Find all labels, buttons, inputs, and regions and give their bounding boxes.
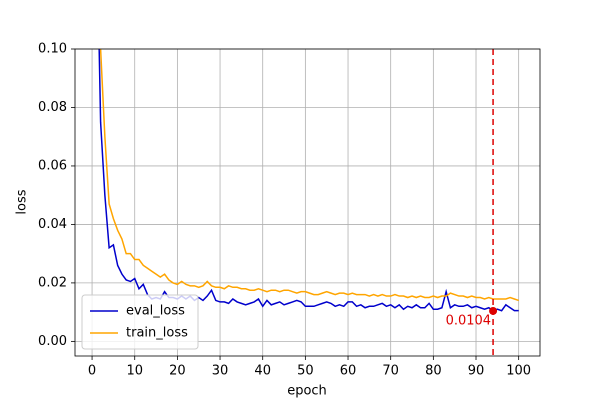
x-tick-label: 60 (340, 364, 357, 379)
series-line (98, 49, 519, 312)
legend-label: eval_loss (126, 304, 185, 319)
x-tick-label: 90 (468, 364, 485, 379)
legend-box (81, 294, 199, 350)
y-tick-label: 0.00 (38, 334, 67, 349)
x-axis-label: epoch (287, 384, 327, 399)
y-tick-label: 0.06 (38, 158, 67, 173)
x-tick-label: 30 (212, 364, 229, 379)
legend-label: train_loss (126, 326, 188, 341)
marker-point (489, 306, 498, 315)
y-tick-label: 0.02 (38, 275, 67, 290)
plot-lines (98, 49, 519, 312)
series-line (99, 49, 519, 302)
x-tick-label: 100 (506, 364, 531, 379)
x-tick-label: 50 (297, 364, 314, 379)
y-tick-label: 0.10 (38, 42, 67, 57)
x-tick-label: 10 (126, 364, 143, 379)
x-tick-label: 40 (254, 364, 271, 379)
plot-frame (74, 48, 541, 357)
y-axis-label: loss (15, 189, 30, 214)
y-tick-label: 0.04 (38, 217, 67, 232)
annotation-label: 0.0104 (446, 313, 492, 328)
x-tick-label: 0 (88, 364, 96, 379)
x-tick-label: 70 (382, 364, 399, 379)
x-tick-label: 20 (169, 364, 186, 379)
y-tick-label: 0.08 (38, 100, 67, 115)
x-tick-label: 80 (425, 364, 442, 379)
